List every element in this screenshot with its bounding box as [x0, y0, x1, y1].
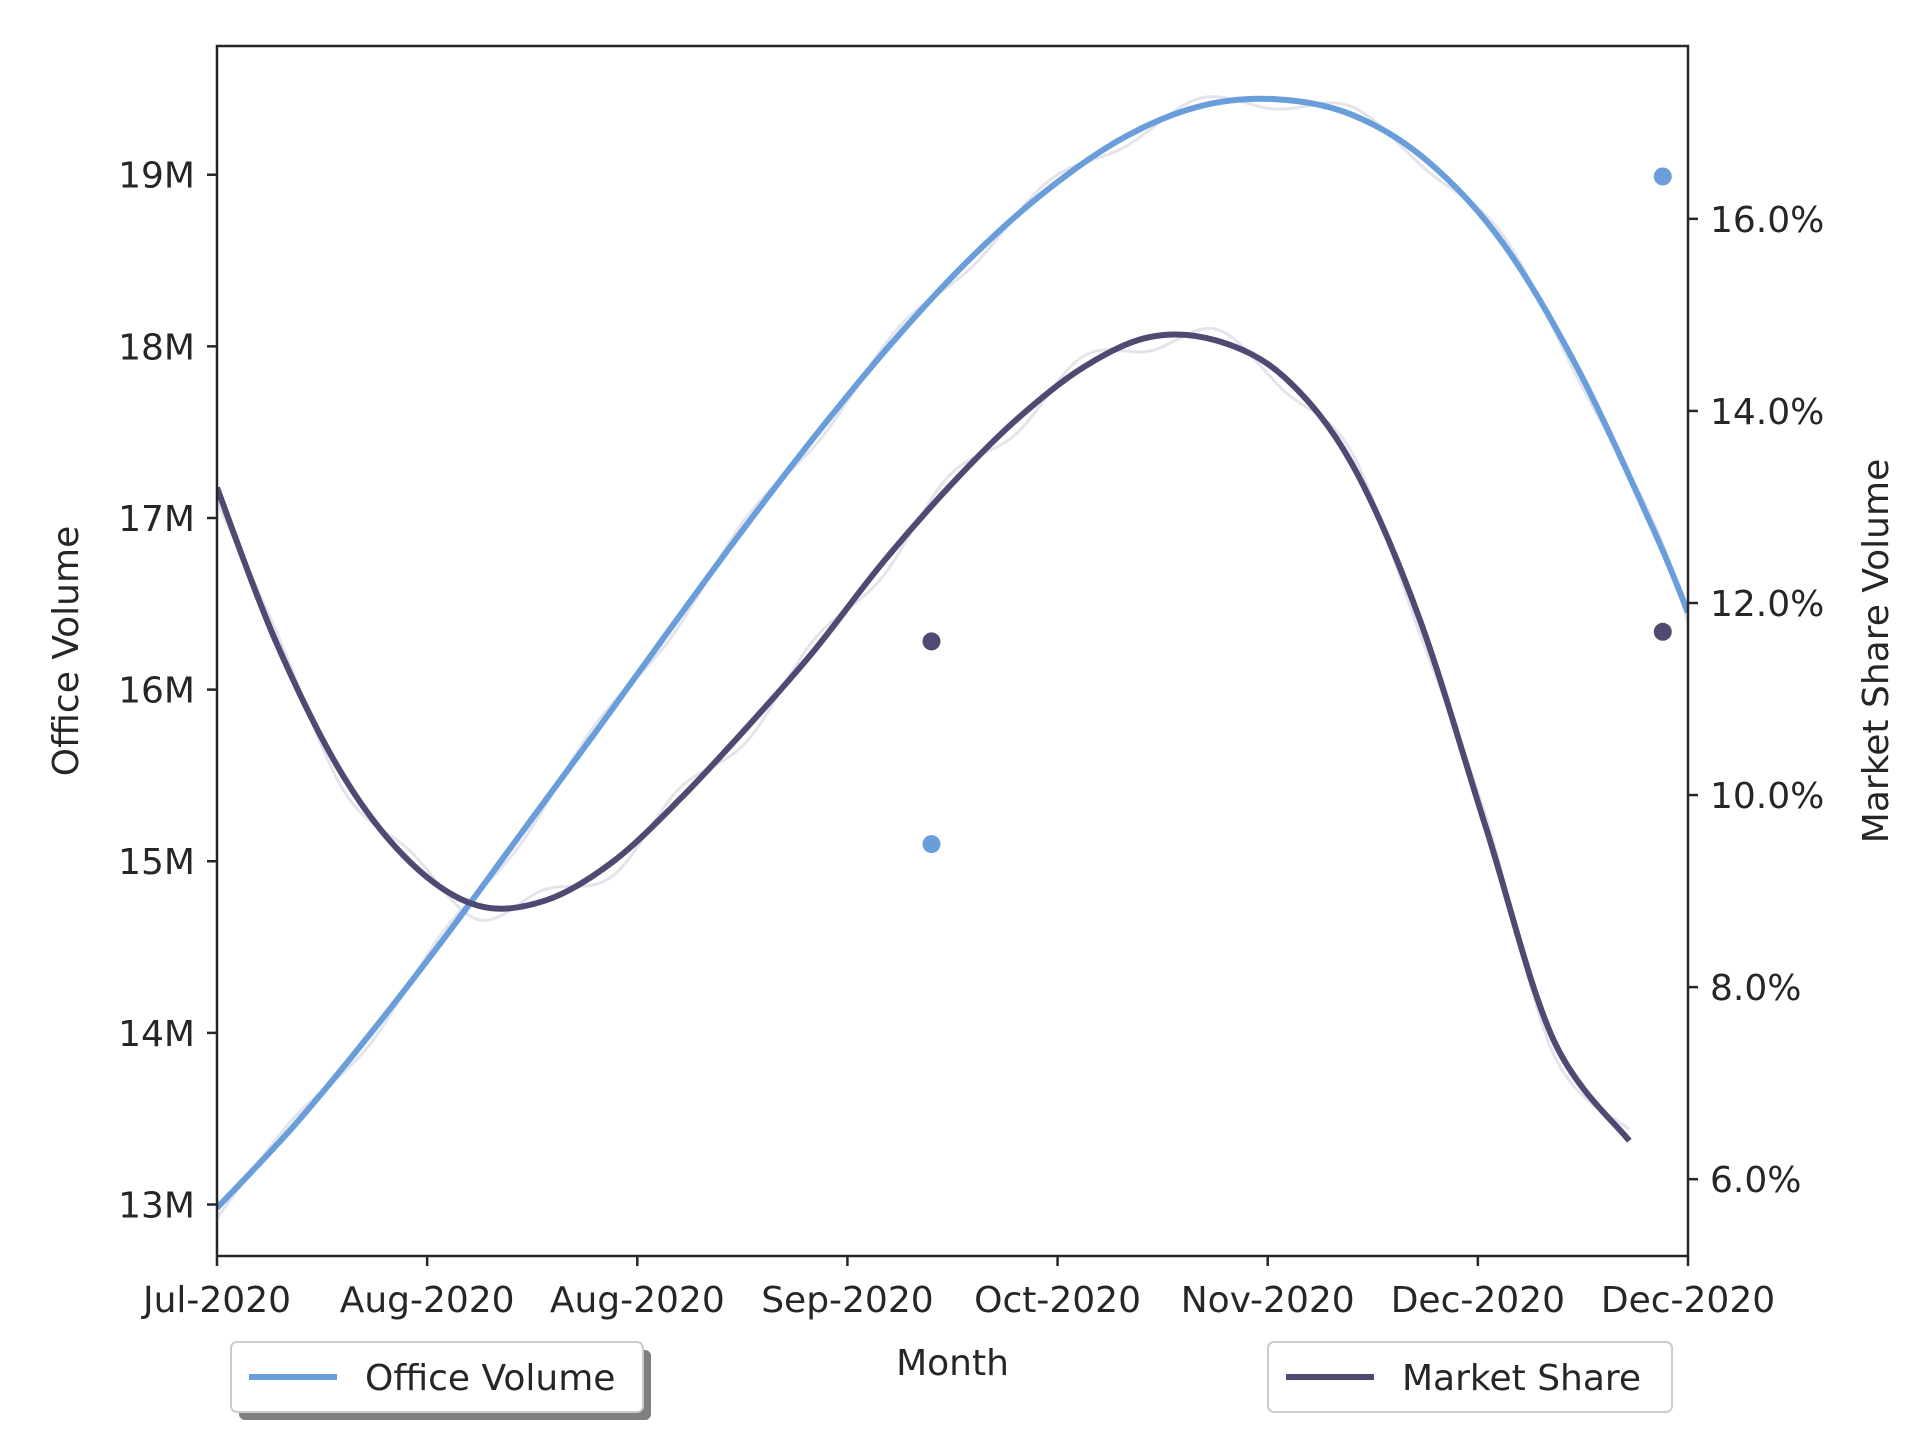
- y-right-tick-label: 14.0%: [1710, 392, 1824, 433]
- y-right-tick-label: 8.0%: [1710, 968, 1801, 1009]
- y-left-axis-title: Office Volume: [46, 526, 87, 776]
- axes: 13M 14M 15M 16M 17M 18M 19M 6.0% 8.0% 10.0% 12.0% 1…: [46, 44, 1897, 1384]
- faint-trace-market-share: [217, 326, 1631, 1131]
- x-tick-label: Dec-2020: [1601, 1280, 1775, 1321]
- faint-trace-office-volume: [217, 95, 1688, 1219]
- scatter-points: [922, 167, 1672, 854]
- x-axis-title: Month: [896, 1343, 1009, 1384]
- y-left-tick-label: 18M: [118, 327, 195, 368]
- data-point-market-share-3: [1653, 622, 1672, 641]
- data-point-market-share-2: [922, 632, 941, 651]
- x-tick-label: Nov-2020: [1181, 1280, 1355, 1321]
- x-tick-label: Jul-2020: [141, 1280, 291, 1321]
- legend-office-volume: Office Volume: [230, 1341, 651, 1420]
- y-left-tick-label: 19M: [118, 156, 195, 197]
- x-tick-label: Aug-2020: [550, 1280, 725, 1321]
- y-right-tick-label: 12.0%: [1710, 584, 1824, 625]
- y-right-tick-label: 6.0%: [1710, 1160, 1801, 1201]
- x-tick-label: Dec-2020: [1391, 1280, 1565, 1321]
- legend-label: Market Share: [1402, 1358, 1641, 1399]
- legend-box: [1267, 1341, 1673, 1413]
- y-left-tick-label: 16M: [118, 671, 195, 712]
- y-right-tick-label: 10.0%: [1710, 776, 1824, 817]
- faint-raw-traces: [217, 95, 1688, 1219]
- y-left-tick-label: 15M: [118, 842, 195, 883]
- x-tick-label: Oct-2020: [974, 1280, 1141, 1321]
- data-point-office-volume-0: [922, 835, 941, 854]
- series-line-office-volume: [217, 95, 1688, 1210]
- plot-frame: [215, 44, 1690, 1258]
- legend-label: Office Volume: [365, 1358, 615, 1399]
- data-point-office-volume-1: [1653, 167, 1672, 186]
- legend-market-share: Market Share: [1267, 1341, 1673, 1413]
- x-tick-label: Aug-2020: [340, 1280, 515, 1321]
- y-left-tick-label: 17M: [118, 499, 195, 540]
- y-right-tick-label: 16.0%: [1710, 200, 1824, 241]
- y-right-axis-title: Market Share Volume: [1856, 459, 1897, 843]
- y-left-tick-label: 13M: [118, 1186, 195, 1227]
- y-left-tick-label: 14M: [118, 1014, 195, 1055]
- series-line-market-share: [217, 331, 1632, 1143]
- series-lines: [217, 95, 1688, 1210]
- legends: Office Volume Market Share: [230, 1341, 1673, 1420]
- legend-box: [230, 1341, 644, 1413]
- x-tick-label: Sep-2020: [761, 1280, 933, 1321]
